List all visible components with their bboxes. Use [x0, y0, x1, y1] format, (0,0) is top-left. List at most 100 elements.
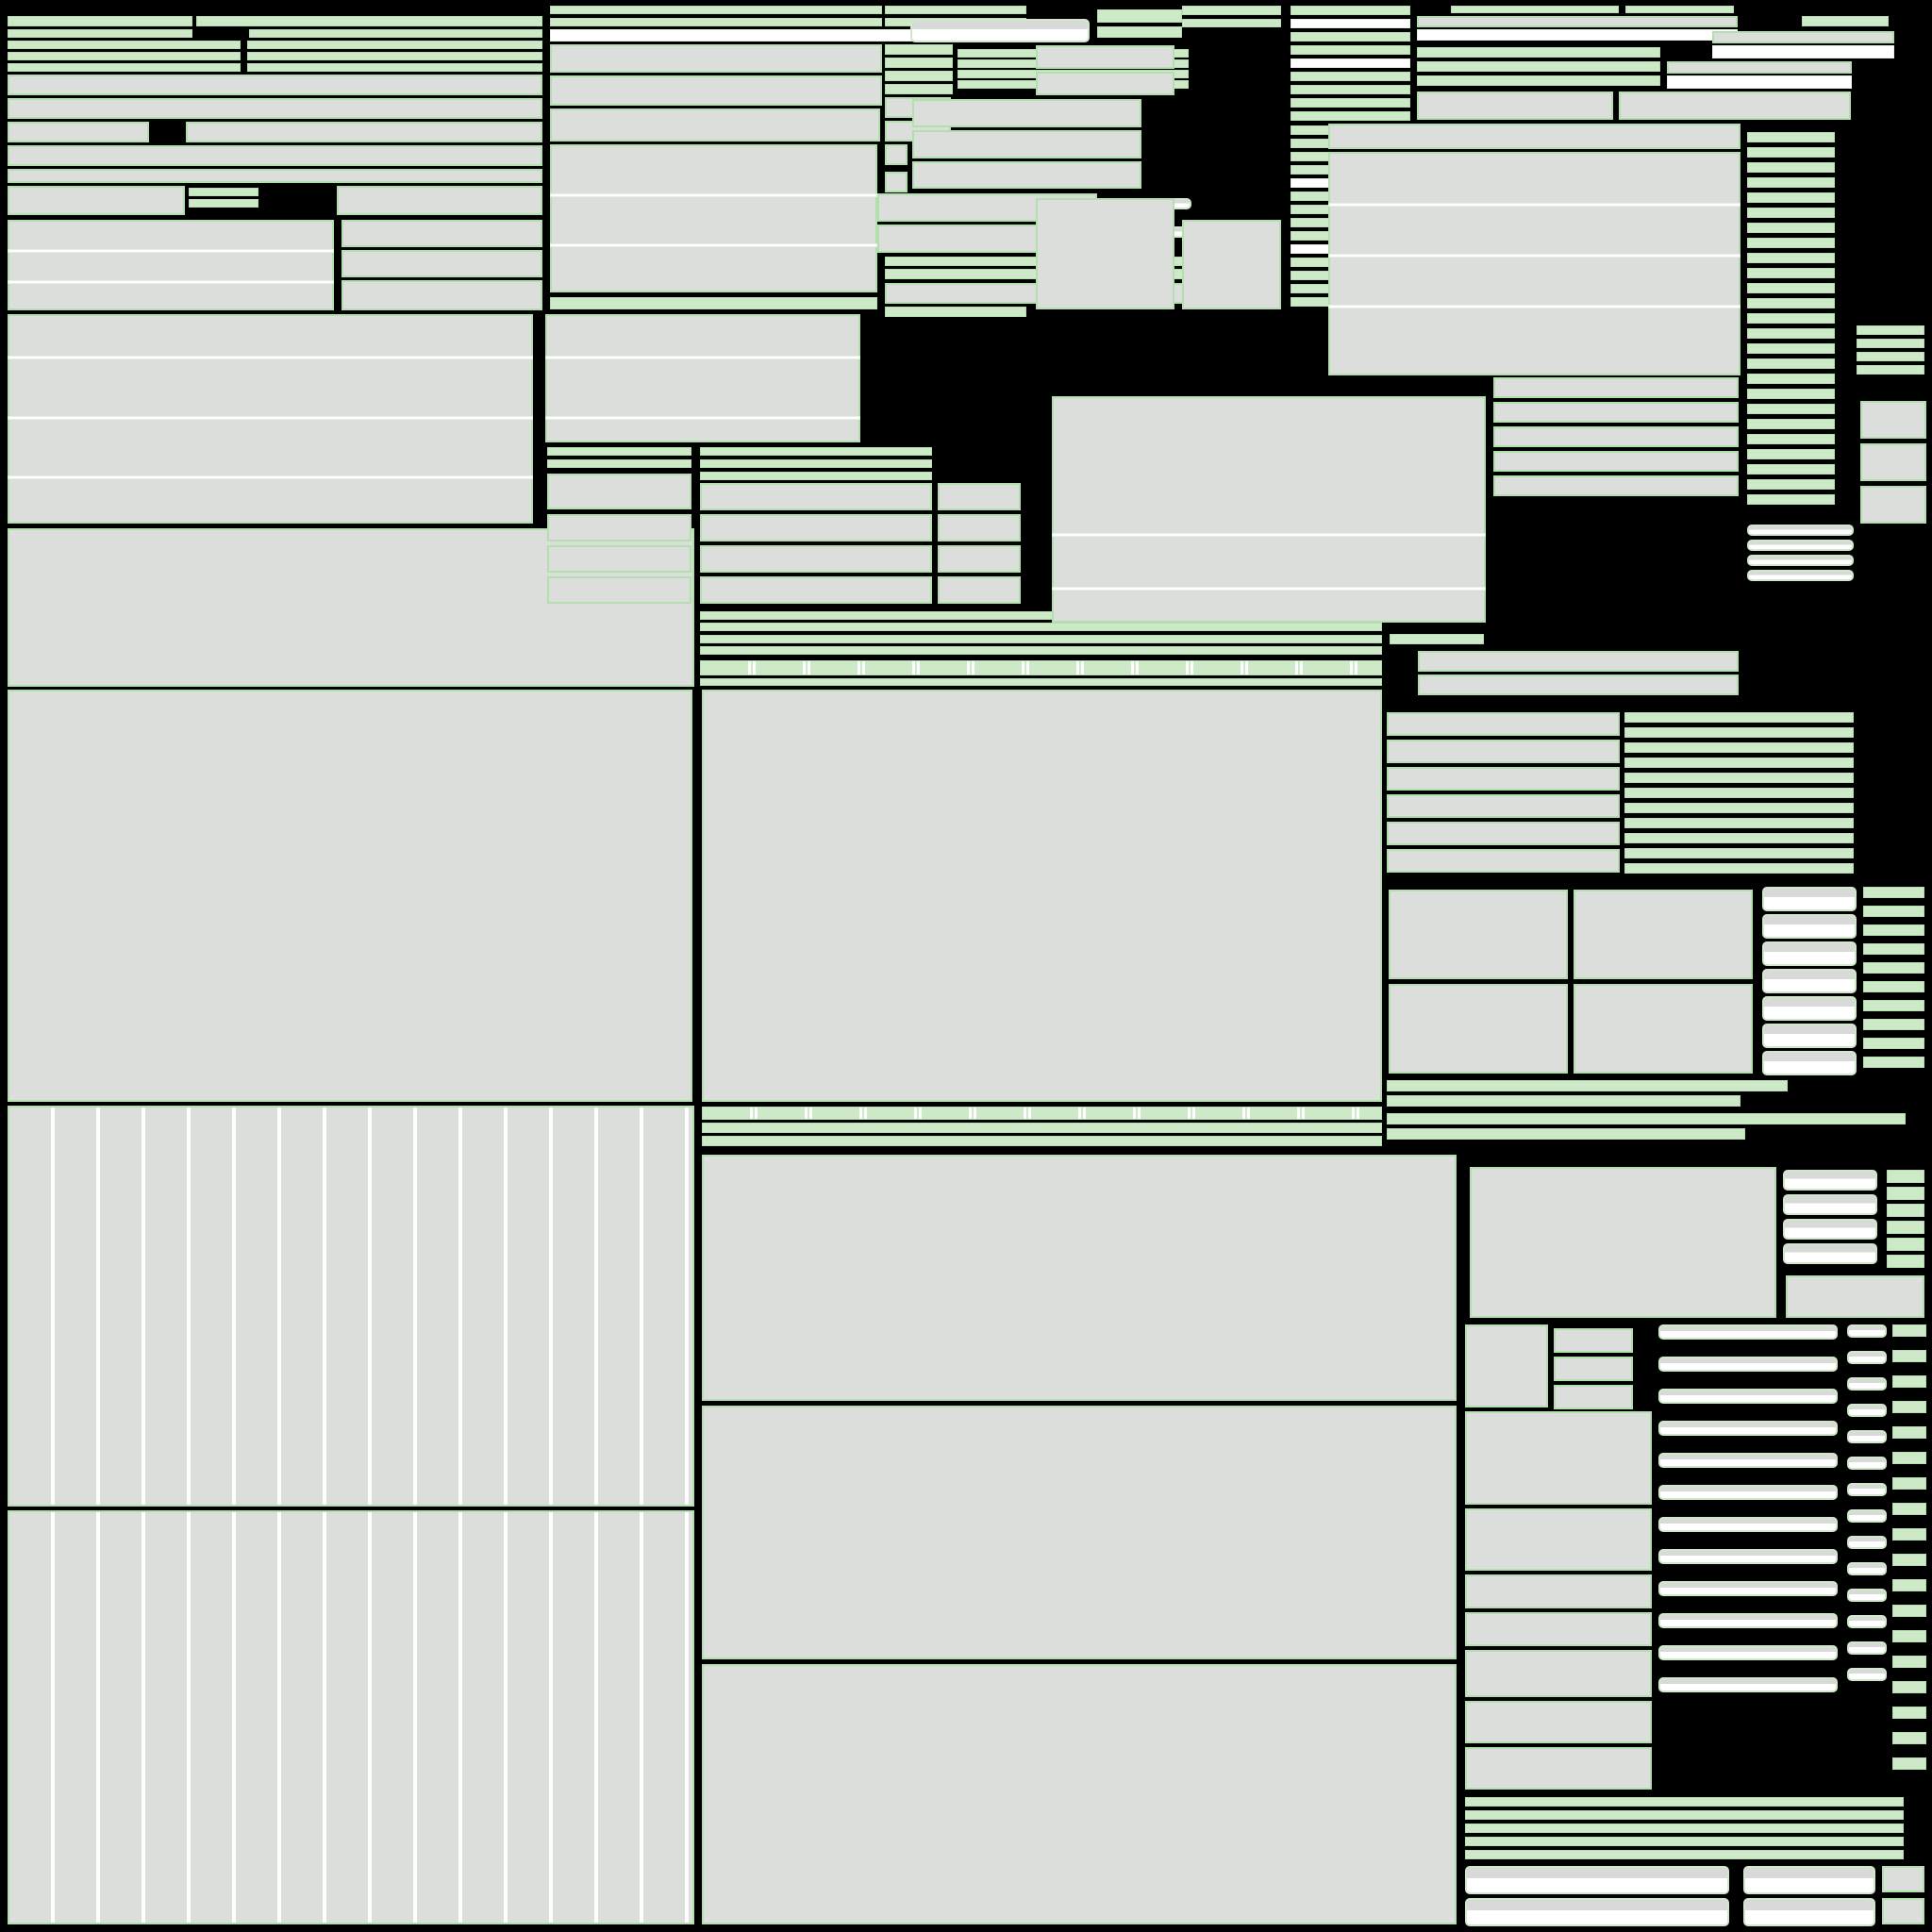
treemap-cell[interactable]: [1328, 305, 1740, 308]
treemap-cell[interactable]: [1847, 1509, 1887, 1523]
treemap-cell[interactable]: [912, 130, 1141, 158]
treemap-cell[interactable]: [550, 144, 877, 292]
treemap-cell[interactable]: [8, 1106, 694, 1507]
treemap-cell[interactable]: [702, 1155, 1457, 1401]
treemap-cell[interactable]: [938, 514, 1021, 541]
treemap-cell[interactable]: [186, 122, 542, 142]
treemap-cell[interactable]: [1658, 1517, 1838, 1532]
treemap-cell[interactable]: [1847, 1615, 1887, 1628]
treemap-cell[interactable]: [938, 545, 1021, 573]
treemap-cell[interactable]: [1387, 1080, 1788, 1091]
treemap-cell[interactable]: [1747, 132, 1835, 142]
treemap-cell[interactable]: [1747, 374, 1835, 384]
treemap-cell[interactable]: [1847, 1562, 1887, 1575]
treemap-cell[interactable]: [1887, 1238, 1924, 1251]
treemap-cell[interactable]: [1857, 365, 1924, 375]
treemap-cell[interactable]: [1892, 1707, 1926, 1719]
treemap-cell[interactable]: [1465, 1850, 1904, 1859]
treemap-cell[interactable]: [1747, 313, 1835, 324]
treemap-cell[interactable]: [545, 356, 860, 359]
treemap-cell[interactable]: [1847, 1324, 1887, 1338]
treemap-cell[interactable]: [547, 514, 691, 541]
treemap-cell[interactable]: [1624, 848, 1854, 858]
treemap-cell[interactable]: [550, 44, 882, 73]
treemap-cell[interactable]: [1417, 75, 1660, 86]
treemap-cell[interactable]: [1747, 253, 1835, 263]
treemap-cell[interactable]: [1863, 1000, 1924, 1011]
treemap-cell[interactable]: [1747, 540, 1854, 551]
treemap-cell[interactable]: [1658, 1677, 1838, 1692]
treemap-cell[interactable]: [1658, 1549, 1838, 1564]
treemap-cell[interactable]: [1747, 449, 1835, 459]
treemap-cell[interactable]: [702, 1123, 1382, 1133]
treemap-cell[interactable]: [1747, 389, 1835, 399]
treemap-cell[interactable]: [1291, 111, 1410, 121]
treemap-cell[interactable]: [1390, 634, 1484, 644]
treemap-cell[interactable]: [1417, 47, 1660, 58]
treemap-cell[interactable]: [1624, 833, 1854, 843]
treemap-cell[interactable]: [700, 576, 932, 604]
treemap-cell[interactable]: [1658, 1581, 1838, 1596]
treemap-cell[interactable]: [700, 483, 932, 510]
treemap-cell[interactable]: [1860, 401, 1926, 439]
treemap-cell[interactable]: [1291, 19, 1410, 28]
treemap-cell[interactable]: [1667, 75, 1852, 89]
treemap-cell[interactable]: [1624, 863, 1854, 874]
treemap-cell[interactable]: [1052, 533, 1486, 537]
treemap-cell[interactable]: [1892, 1350, 1926, 1362]
treemap-cell[interactable]: [1291, 72, 1410, 81]
treemap-cell[interactable]: [8, 122, 149, 142]
treemap-cell[interactable]: [1712, 31, 1894, 43]
treemap-cell[interactable]: [1667, 61, 1852, 74]
treemap-cell[interactable]: [1658, 1389, 1838, 1404]
treemap-cell[interactable]: [1387, 767, 1620, 791]
treemap-cell[interactable]: [1892, 1757, 1926, 1770]
treemap-cell[interactable]: [189, 188, 258, 196]
treemap-cell[interactable]: [1783, 1243, 1877, 1264]
treemap-cell[interactable]: [1747, 223, 1835, 233]
treemap-cell[interactable]: [1847, 1536, 1887, 1549]
treemap-cell[interactable]: [700, 514, 932, 541]
treemap-cell[interactable]: [1762, 996, 1857, 1021]
treemap-cell[interactable]: [8, 29, 192, 38]
treemap-cell[interactable]: [885, 6, 1026, 14]
treemap-cell[interactable]: [1624, 758, 1854, 768]
treemap-cell[interactable]: [1624, 727, 1854, 738]
treemap-cell[interactable]: [8, 249, 334, 253]
treemap-cell[interactable]: [1887, 1187, 1924, 1200]
treemap-cell[interactable]: [249, 29, 542, 38]
treemap-cell[interactable]: [8, 145, 542, 166]
treemap-cell[interactable]: [8, 169, 542, 183]
treemap-cell[interactable]: [1747, 419, 1835, 429]
treemap-cell[interactable]: [196, 16, 542, 26]
treemap-cell[interactable]: [1052, 396, 1486, 623]
treemap-cell[interactable]: [341, 250, 542, 277]
treemap-cell[interactable]: [1658, 1645, 1838, 1660]
treemap-cell[interactable]: [547, 474, 691, 509]
treemap-cell[interactable]: [1493, 377, 1739, 398]
treemap-cell[interactable]: [1747, 479, 1835, 490]
treemap-cell[interactable]: [885, 172, 908, 192]
treemap-cell[interactable]: [700, 459, 932, 468]
treemap-cell[interactable]: [8, 416, 533, 420]
treemap-cell[interactable]: [1747, 238, 1835, 248]
treemap-cell[interactable]: [8, 280, 334, 284]
treemap-cell[interactable]: [1658, 1357, 1838, 1372]
treemap-cell[interactable]: [547, 447, 691, 456]
treemap-cell[interactable]: [1328, 203, 1740, 207]
treemap-cell[interactable]: [1863, 962, 1924, 974]
treemap-cell[interactable]: [1882, 1898, 1924, 1924]
treemap-cell[interactable]: [1418, 651, 1739, 672]
treemap-cell[interactable]: [1863, 924, 1924, 936]
treemap-cell[interactable]: [702, 1664, 1457, 1924]
treemap-cell[interactable]: [1465, 1574, 1652, 1608]
treemap-cell[interactable]: [550, 193, 877, 197]
treemap-cell[interactable]: [702, 1136, 1382, 1146]
treemap-cell[interactable]: [1036, 45, 1174, 69]
treemap-cell[interactable]: [1747, 404, 1835, 414]
treemap-cell[interactable]: [1783, 1170, 1877, 1191]
treemap-cell[interactable]: [1465, 1411, 1652, 1505]
treemap-cell[interactable]: [1847, 1589, 1887, 1602]
treemap-cell[interactable]: [337, 186, 542, 215]
treemap-cell[interactable]: [1863, 906, 1924, 917]
